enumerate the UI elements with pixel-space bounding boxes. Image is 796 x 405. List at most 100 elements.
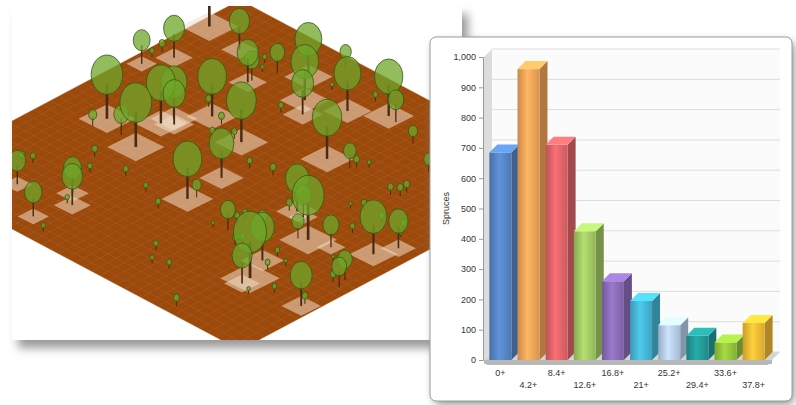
x-tick: 33.6+: [714, 368, 737, 378]
ground-grid-line: [182, 144, 462, 319]
tree: [388, 90, 404, 122]
bar-front: [743, 323, 765, 360]
ground-grid-line: [232, 171, 462, 340]
tree: [120, 83, 152, 147]
tree: [163, 79, 185, 124]
y-tick-label: 800: [461, 113, 476, 123]
bar: [546, 137, 576, 360]
ground-grid-line: [158, 44, 463, 219]
tree: [290, 261, 312, 305]
tree: [247, 286, 251, 293]
ground-grid-line: [240, 6, 462, 175]
tree-crown: [92, 145, 98, 152]
x-tick: 21+: [633, 380, 648, 390]
y-tick-label: 300: [461, 264, 476, 274]
tree-crown: [211, 221, 214, 225]
y-tick: 600: [461, 174, 483, 184]
ground-grid-line: [224, 9, 463, 184]
tree-crown: [270, 163, 276, 171]
tree: [275, 247, 280, 257]
tree: [302, 292, 308, 304]
x-tick: 4.2+: [520, 380, 538, 390]
ground-grid-line: [12, 153, 281, 328]
tree-crown: [360, 200, 387, 234]
x-tick-label: 0+: [495, 368, 505, 378]
tree-crown: [198, 58, 227, 94]
light-patches: [12, 12, 416, 316]
ground-grid-line: [240, 175, 462, 340]
tree-crown: [247, 157, 252, 163]
x-tick-label: 25.2+: [658, 368, 681, 378]
ground-grid-line: [158, 131, 463, 306]
tree: [133, 30, 150, 64]
tree: [292, 70, 314, 115]
ground-grid-line: [133, 57, 462, 232]
bar: [602, 273, 632, 360]
y-tick: 800: [461, 113, 483, 123]
ground-grid-line: [12, 171, 248, 340]
tree-crown: [237, 39, 258, 66]
ground-grid-line: [12, 127, 331, 302]
x-tick: 8.4+: [548, 368, 566, 378]
x-tick-label: 37.8+: [742, 380, 765, 390]
tree: [159, 39, 165, 51]
tree-crown: [388, 90, 404, 110]
tree: [206, 95, 212, 107]
tree-crown: [229, 8, 249, 33]
y-tick-label: 600: [461, 174, 476, 184]
tree-crown: [218, 112, 224, 120]
tree: [389, 209, 408, 248]
x-tick-label: 33.6+: [714, 368, 737, 378]
ground-grid-line: [174, 140, 462, 315]
ground-grid-line: [12, 48, 331, 223]
tree: [198, 58, 227, 116]
ground-grid-line: [12, 31, 298, 206]
bar-top: [658, 317, 688, 325]
tree-crown: [91, 55, 122, 94]
tree-crown: [25, 181, 42, 203]
tree: [344, 143, 357, 169]
tree-crown: [272, 283, 277, 289]
x-tick: 0+: [495, 368, 505, 378]
tree: [261, 65, 265, 72]
ground-grid-line: [207, 158, 462, 333]
y-tick-label: 500: [461, 204, 476, 214]
tree-crown: [292, 70, 314, 98]
x-tick: 37.8+: [742, 380, 765, 390]
tree: [408, 125, 417, 143]
ground-grid-line: [12, 39, 314, 214]
tree-crown: [12, 150, 26, 171]
y-tick-mark: [479, 209, 483, 210]
tree-crown: [349, 201, 352, 205]
tree: [291, 44, 318, 100]
tree-crown: [292, 175, 324, 215]
floor-front: [484, 360, 772, 364]
bar: [686, 328, 716, 360]
tree: [373, 91, 378, 101]
tree: [92, 145, 98, 156]
y-tick: 1,000: [453, 52, 483, 62]
tree: [247, 157, 252, 168]
tree-crown: [286, 199, 292, 207]
tree: [123, 166, 128, 176]
ground-grid-line: [215, 13, 462, 188]
y-tick: 0: [471, 355, 483, 365]
y-tick: 500: [461, 204, 483, 214]
ground-grid-line: [207, 18, 462, 193]
bar-front: [715, 342, 737, 360]
tree: [388, 183, 394, 195]
tree: [173, 294, 179, 306]
tree-crown: [123, 166, 128, 172]
bar-front: [518, 69, 540, 360]
y-tick-mark: [479, 87, 483, 88]
tree-crown: [344, 143, 357, 159]
bar-front: [602, 281, 624, 360]
tree-crown: [323, 215, 339, 235]
tree-crown: [133, 30, 150, 51]
tree-crown: [292, 214, 304, 229]
y-tick-mark: [479, 239, 483, 240]
tree: [270, 43, 285, 72]
tree-crown: [220, 200, 235, 219]
x-tick-label: 12.6+: [573, 380, 596, 390]
tree: [360, 200, 387, 254]
